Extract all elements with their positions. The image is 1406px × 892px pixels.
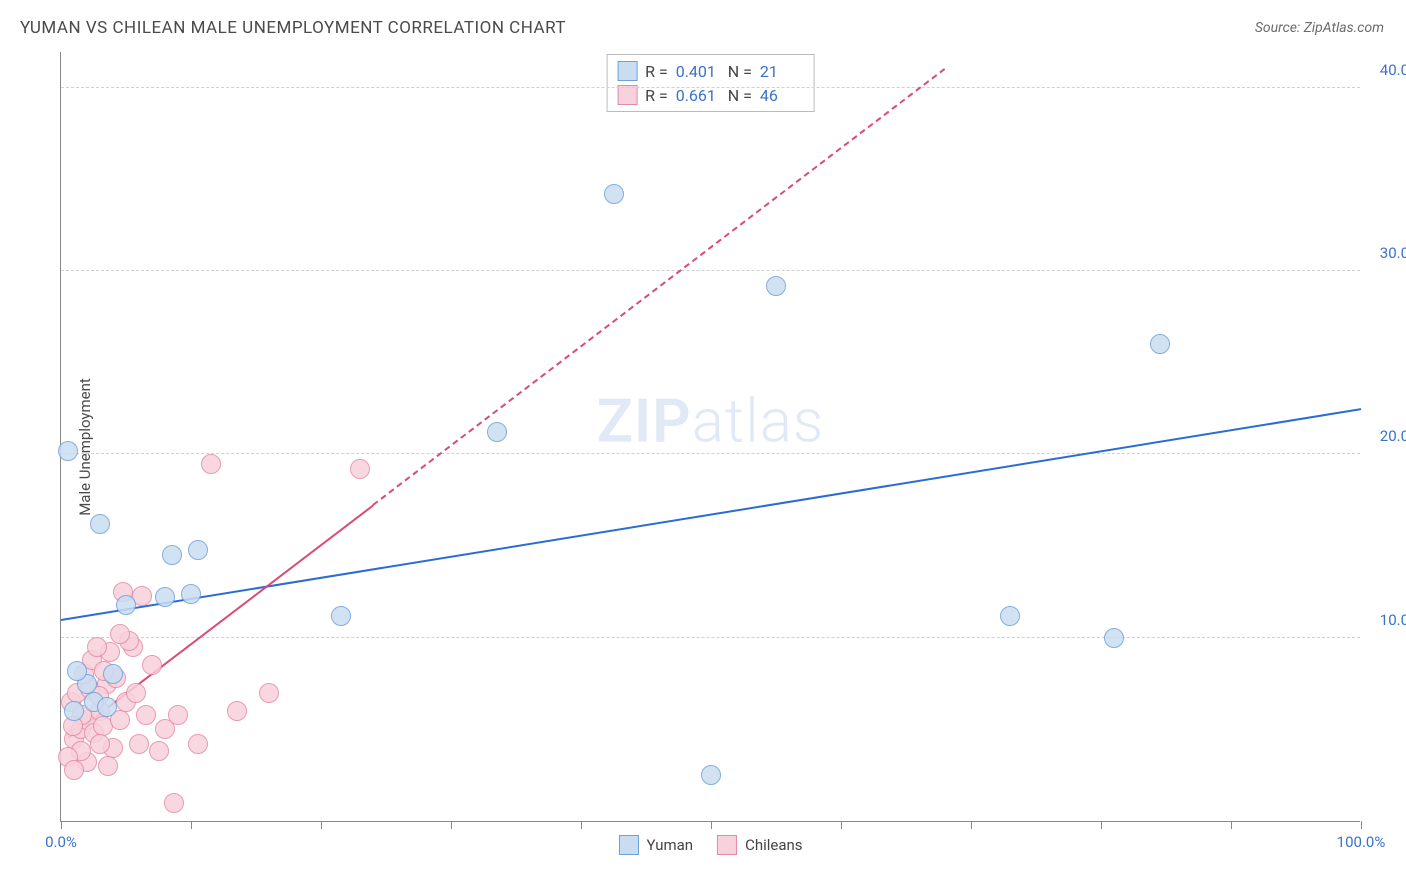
- stat-n-label: N =: [728, 86, 752, 105]
- legend-label: Yuman: [646, 836, 693, 854]
- x-tick: [1231, 821, 1232, 829]
- stat-r-label: R =: [645, 86, 668, 105]
- trend-line-extrapolated: [372, 68, 945, 506]
- x-tick: [581, 821, 582, 829]
- legend-label: Chileans: [745, 836, 802, 854]
- scatter-point: [136, 705, 156, 725]
- stat-n-value: 46: [760, 86, 804, 105]
- x-tick: [841, 821, 842, 829]
- scatter-point: [487, 422, 507, 442]
- scatter-point: [64, 701, 84, 721]
- x-tick: [451, 821, 452, 829]
- scatter-point: [350, 459, 370, 479]
- trend-line: [61, 408, 1361, 621]
- watermark: ZIPatlas: [597, 386, 825, 457]
- y-tick-label: 40.0%: [1380, 61, 1406, 79]
- x-tick: [711, 821, 712, 829]
- stat-n-label: N =: [728, 62, 752, 81]
- stat-r-label: R =: [645, 62, 668, 81]
- scatter-point: [58, 441, 78, 461]
- scatter-point: [129, 734, 149, 754]
- chart-container: Male Unemployment ZIPatlas R =0.401N =21…: [50, 52, 1380, 842]
- scatter-point: [149, 741, 169, 761]
- scatter-point: [188, 734, 208, 754]
- gridline-horizontal: [61, 637, 1360, 638]
- scatter-point: [1000, 606, 1020, 626]
- scatter-plot: ZIPatlas R =0.401N =21R =0.661N =46 Yuma…: [60, 52, 1360, 822]
- scatter-point: [1150, 334, 1170, 354]
- x-tick: [1361, 821, 1362, 829]
- gridline-horizontal: [61, 87, 1360, 88]
- scatter-point: [164, 793, 184, 813]
- stat-r-value: 0.661: [676, 86, 720, 105]
- x-tick: [1101, 821, 1102, 829]
- scatter-point: [90, 514, 110, 534]
- scatter-point: [67, 661, 87, 681]
- legend-swatch: [717, 835, 737, 855]
- x-tick-label: 100.0%: [1337, 833, 1386, 851]
- scatter-point: [155, 587, 175, 607]
- legend-item: Chileans: [717, 835, 802, 855]
- scatter-point: [162, 545, 182, 565]
- chart-title: YUMAN VS CHILEAN MALE UNEMPLOYMENT CORRE…: [20, 18, 566, 38]
- stats-row: R = 0.401 N = 21: [617, 59, 804, 83]
- scatter-point: [90, 734, 110, 754]
- y-tick-label: 20.0%: [1380, 427, 1406, 445]
- scatter-point: [142, 655, 162, 675]
- x-tick-label: 0.0%: [45, 833, 77, 851]
- series-legend: Yuman Chileans: [618, 835, 802, 855]
- stat-n-value: 21: [760, 62, 804, 81]
- y-tick-label: 30.0%: [1380, 244, 1406, 262]
- scatter-point: [331, 606, 351, 626]
- gridline-horizontal: [61, 270, 1360, 271]
- scatter-point: [98, 756, 118, 776]
- scatter-point: [87, 637, 107, 657]
- legend-swatch: [617, 61, 637, 81]
- scatter-point: [103, 664, 123, 684]
- scatter-point: [64, 760, 84, 780]
- scatter-point: [168, 705, 188, 725]
- stats-legend: R = 0.401 N = 21 R = 0.661 N = 46: [606, 54, 815, 112]
- scatter-point: [97, 697, 117, 717]
- source-attribution: Source: ZipAtlas.com: [1255, 20, 1384, 36]
- scatter-point: [766, 276, 786, 296]
- scatter-point: [188, 540, 208, 560]
- scatter-point: [116, 595, 136, 615]
- x-tick: [191, 821, 192, 829]
- scatter-point: [1104, 628, 1124, 648]
- scatter-point: [181, 584, 201, 604]
- scatter-point: [126, 683, 146, 703]
- y-tick-label: 10.0%: [1380, 611, 1406, 629]
- gridline-horizontal: [61, 453, 1360, 454]
- stat-r-value: 0.401: [676, 62, 720, 81]
- legend-swatch: [617, 85, 637, 105]
- x-tick: [971, 821, 972, 829]
- legend-swatch: [618, 835, 638, 855]
- scatter-point: [604, 184, 624, 204]
- scatter-point: [259, 683, 279, 703]
- scatter-point: [110, 624, 130, 644]
- legend-item: Yuman: [618, 835, 693, 855]
- scatter-point: [201, 454, 221, 474]
- x-tick: [61, 821, 62, 829]
- x-tick: [321, 821, 322, 829]
- scatter-point: [227, 701, 247, 721]
- scatter-point: [701, 765, 721, 785]
